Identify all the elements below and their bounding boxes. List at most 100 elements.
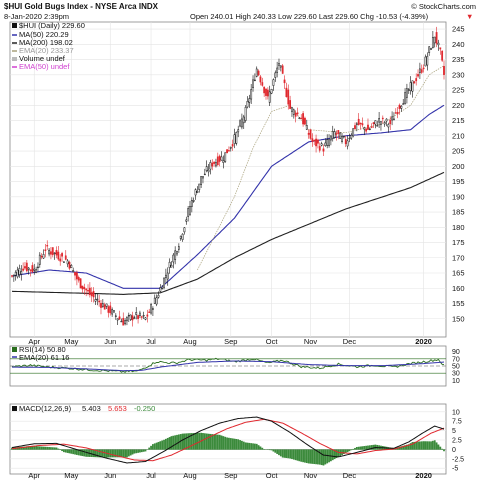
candle-body bbox=[204, 174, 205, 175]
candle-body bbox=[167, 273, 168, 279]
macd-hist-bar bbox=[263, 449, 265, 450]
candle-body bbox=[82, 286, 83, 289]
macd-hist-bar bbox=[354, 448, 356, 450]
price-tick-label: 165 bbox=[452, 269, 465, 278]
macd-tick-label: 2.5 bbox=[452, 438, 462, 445]
x-tick-label: Nov bbox=[304, 337, 318, 346]
candle-body bbox=[343, 136, 344, 137]
candle-body bbox=[30, 270, 31, 271]
price-tick-label: 160 bbox=[452, 284, 465, 293]
macd-hist-bar bbox=[52, 447, 54, 449]
macd-hist-bar bbox=[247, 443, 249, 450]
macd-hist-bar bbox=[443, 449, 445, 451]
legend-macd-label: MACD(12,26,9) bbox=[19, 404, 72, 413]
macd-hist-bar bbox=[297, 449, 299, 460]
candle-body bbox=[369, 129, 370, 130]
candle-body bbox=[117, 319, 118, 320]
candle-body bbox=[236, 132, 237, 143]
candle-body bbox=[32, 265, 33, 271]
candle-body bbox=[306, 125, 307, 129]
candle-body bbox=[228, 150, 229, 151]
macd-hist-bar bbox=[300, 449, 302, 461]
candle-body bbox=[191, 200, 192, 206]
candle-body bbox=[432, 37, 433, 47]
macd-hist-bar bbox=[347, 449, 349, 452]
candle-body bbox=[371, 127, 372, 128]
candle-body bbox=[139, 313, 140, 316]
macd-hist-bar bbox=[278, 449, 280, 455]
price-tick-label: 170 bbox=[452, 253, 465, 262]
candle-body bbox=[260, 77, 261, 82]
macd-hist-bar bbox=[163, 440, 165, 450]
rsi-tick-label: 10 bbox=[452, 378, 460, 385]
x-tick-label: Jun bbox=[104, 337, 116, 346]
candle-body bbox=[425, 57, 426, 66]
macd-hist-bar bbox=[82, 449, 84, 456]
candle-body bbox=[150, 305, 151, 314]
macd-hist-bar bbox=[426, 441, 428, 449]
macd-hist-bar bbox=[260, 446, 262, 449]
macd-hist-bar bbox=[282, 449, 284, 457]
macd-hist-bar bbox=[363, 446, 365, 450]
candle-body bbox=[106, 304, 107, 307]
price-tick-label: 210 bbox=[452, 131, 465, 140]
macd-axis-labels: -5-2.502.557.510 bbox=[452, 409, 464, 472]
macd-hist-bar bbox=[295, 449, 297, 460]
candle-body bbox=[22, 269, 23, 270]
macd-hist-bar bbox=[222, 436, 224, 450]
candle-body bbox=[297, 113, 298, 114]
macd-hist-bar bbox=[50, 447, 52, 450]
candle-body bbox=[286, 88, 287, 97]
macd-hist-bar bbox=[439, 447, 441, 450]
macd-hist-bar bbox=[304, 449, 306, 462]
macd-tick-label: 10 bbox=[452, 409, 460, 416]
macd-hist-bar bbox=[133, 449, 135, 453]
macd-hist-bar bbox=[438, 445, 440, 450]
candle-body bbox=[19, 268, 20, 274]
x-tick-label: Jul bbox=[146, 337, 156, 346]
price-panel bbox=[10, 22, 446, 337]
candle-body bbox=[89, 288, 90, 295]
candle-body bbox=[178, 247, 179, 250]
x-tick-label: Dec bbox=[343, 337, 357, 346]
x-tick-label: Apr bbox=[28, 471, 40, 480]
candle-body bbox=[332, 131, 333, 138]
candle-body bbox=[315, 139, 316, 146]
candle-body bbox=[95, 299, 96, 301]
candle-body bbox=[419, 69, 420, 73]
macd-hist-bar bbox=[37, 446, 39, 449]
macd-hist-bar bbox=[139, 449, 141, 452]
candle-body bbox=[35, 270, 36, 273]
candle-body bbox=[108, 307, 109, 313]
candle-body bbox=[373, 123, 374, 124]
candle-body bbox=[13, 275, 14, 276]
candle-body bbox=[208, 170, 209, 172]
candle-body bbox=[187, 208, 188, 216]
candle-body bbox=[162, 288, 163, 289]
candle-body bbox=[152, 309, 153, 310]
macd-hist-bar bbox=[224, 437, 226, 450]
candle-body bbox=[43, 254, 44, 258]
candle-body bbox=[267, 90, 268, 96]
candle-body bbox=[265, 89, 266, 96]
macd-hist-bar bbox=[274, 449, 276, 452]
candle-body bbox=[87, 290, 88, 291]
macd-hist-bar bbox=[245, 442, 247, 449]
macd-hist-bar bbox=[248, 443, 250, 450]
candle-body bbox=[193, 200, 194, 201]
candle-body bbox=[377, 125, 378, 126]
macd-hist-bar bbox=[217, 435, 219, 450]
macd-hist-bar bbox=[273, 449, 275, 451]
macd-hist-bar bbox=[215, 434, 217, 449]
macd-hist-bar bbox=[219, 435, 221, 450]
macd-hist-bar bbox=[102, 449, 104, 457]
macd-hist-bar bbox=[150, 446, 152, 450]
candle-body bbox=[182, 234, 183, 240]
candle-body bbox=[390, 120, 391, 124]
macd-hist-bar bbox=[421, 441, 423, 449]
macd-hist-bar bbox=[254, 444, 256, 450]
candle-body bbox=[288, 90, 289, 104]
macd-hist-bar bbox=[69, 449, 71, 453]
price-tick-label: 185 bbox=[452, 208, 465, 217]
